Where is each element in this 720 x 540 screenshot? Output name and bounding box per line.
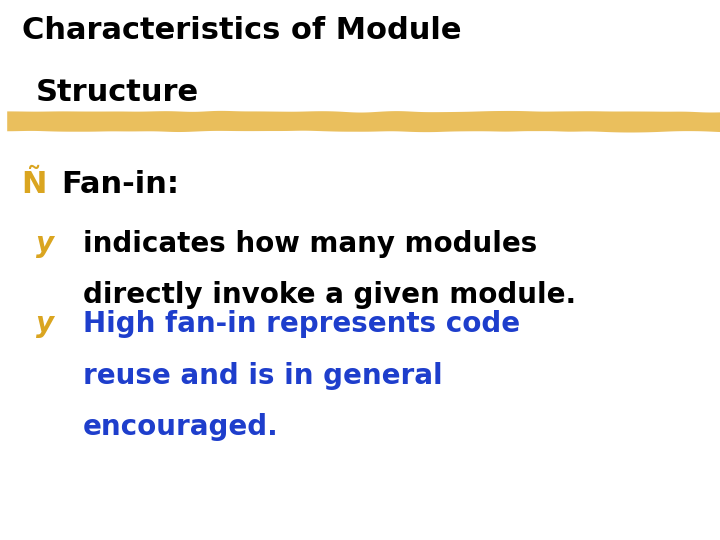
Text: encouraged.: encouraged. bbox=[83, 413, 279, 441]
Text: y: y bbox=[36, 230, 54, 258]
Text: reuse and is in general: reuse and is in general bbox=[83, 362, 442, 390]
Text: Characteristics of Module: Characteristics of Module bbox=[22, 16, 461, 45]
Text: Structure: Structure bbox=[36, 78, 199, 107]
Text: Fan-in:: Fan-in: bbox=[61, 170, 179, 199]
Text: indicates how many modules: indicates how many modules bbox=[83, 230, 537, 258]
Text: y: y bbox=[36, 310, 54, 339]
Text: Ñ: Ñ bbox=[22, 170, 47, 199]
Text: directly invoke a given module.: directly invoke a given module. bbox=[83, 281, 576, 309]
Text: High fan-in represents code: High fan-in represents code bbox=[83, 310, 520, 339]
